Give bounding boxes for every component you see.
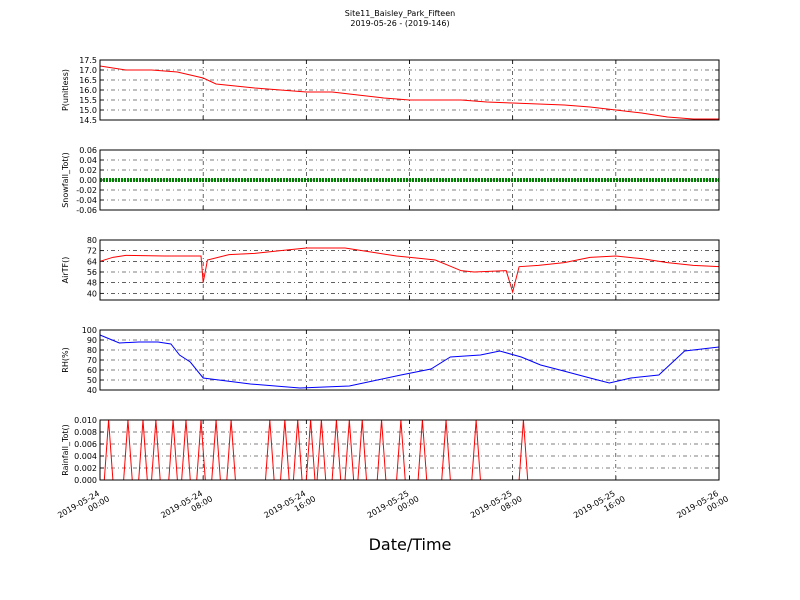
y-tick-label: 80 <box>87 346 97 355</box>
y-tick-label: 0.008 <box>74 428 97 437</box>
series-line <box>99 334 720 389</box>
y-tick-label: 50 <box>87 376 97 385</box>
plot-frame <box>99 149 720 211</box>
y-tick-label: 60 <box>87 366 97 375</box>
series-line <box>99 65 719 120</box>
y-axis-label: P(unitless) <box>61 69 70 111</box>
panel: -0.06-0.04-0.020.000.020.040.06 Snowfall_… <box>61 146 720 215</box>
y-tick-label: 0.04 <box>79 156 97 165</box>
series-line <box>99 247 720 294</box>
y-tick-label: 0.010 <box>74 416 97 425</box>
y-axis-label: AirTF() <box>61 257 70 284</box>
y-tick-label: 56 <box>87 268 97 277</box>
y-tick-label: 15.0 <box>79 106 97 115</box>
y-tick-label: 15.5 <box>79 96 97 105</box>
y-tick-label: 17.0 <box>79 66 97 75</box>
y-tick-label: -0.02 <box>76 186 97 195</box>
y-tick-label: 100 <box>82 326 97 335</box>
y-tick-label: 70 <box>87 356 97 365</box>
y-tick-label: 0.00 <box>79 176 97 185</box>
y-tick-label: -0.06 <box>76 206 97 215</box>
plot-frame <box>99 239 720 301</box>
y-tick-label: 0.004 <box>74 452 97 461</box>
y-tick-label: 72 <box>87 247 97 256</box>
y-tick-label: 0.006 <box>74 440 97 449</box>
plot-frame <box>99 419 720 481</box>
y-tick-label: 90 <box>87 336 97 345</box>
y-tick-label: 16.0 <box>79 86 97 95</box>
y-tick-label: 64 <box>87 257 97 266</box>
plot-frame <box>99 59 720 121</box>
title: Site11_Baisley_Park_Fifteen <box>345 9 455 18</box>
y-axis-label: Snowfall_Tot() <box>61 152 70 208</box>
y-tick-label: 0.06 <box>79 146 97 155</box>
y-tick-label: 14.5 <box>79 116 97 125</box>
y-tick-label: 80 <box>87 236 97 245</box>
y-tick-label: 40 <box>87 289 97 298</box>
y-tick-label: 0.000 <box>74 476 97 485</box>
y-tick-label: 17.5 <box>79 56 97 65</box>
panel: 0.000 0.002 0.004 0.006 0.008 0.010 Rainfall_T… <box>61 416 720 485</box>
y-tick-label: -0.04 <box>76 196 97 205</box>
panel: 14.515.015.516.016.517.017.5 P(unitless) <box>61 56 720 125</box>
y-axis-label: Rainfall_Tot() <box>61 424 70 476</box>
y-tick-label: 40 <box>87 386 97 395</box>
subtitle: 2019-05-26 - (2019-146) <box>350 19 449 28</box>
y-tick-label: 0.002 <box>74 464 97 473</box>
y-axis-label: RH(%) <box>61 347 70 372</box>
x-axis-label: Date/Time <box>369 535 452 554</box>
y-tick-label: 0.02 <box>79 166 97 175</box>
plot-frame <box>99 329 720 391</box>
y-tick-label: 48 <box>87 279 97 288</box>
y-tick-label: 16.5 <box>79 76 97 85</box>
